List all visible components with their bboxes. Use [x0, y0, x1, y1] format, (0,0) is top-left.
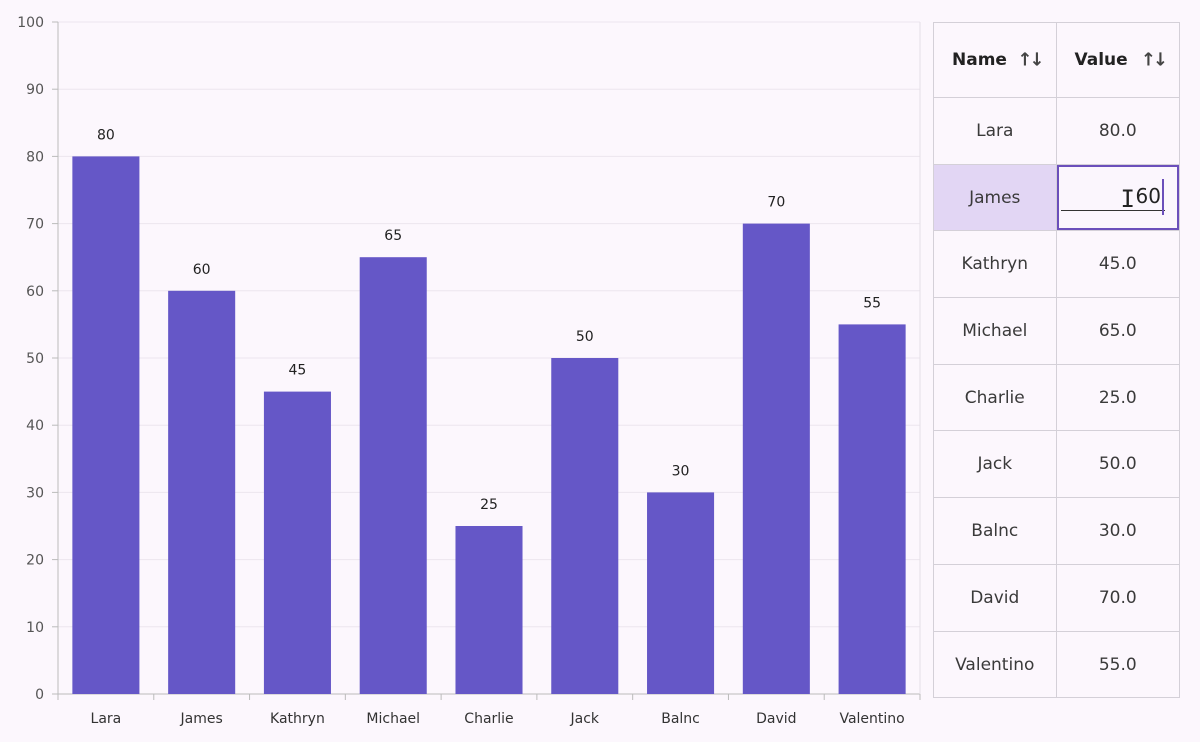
value-cell[interactable]: 70.0 [1098, 587, 1137, 608]
data-label: 65 [384, 228, 402, 244]
name-cell[interactable]: James [934, 164, 1057, 231]
y-tick-label: 40 [26, 418, 44, 434]
name-cell[interactable]: Valentino [934, 631, 1057, 699]
bar [359, 257, 427, 694]
value-cell[interactable]: 25.0 [1098, 387, 1137, 408]
value-cell[interactable]: 30.0 [1098, 520, 1137, 541]
x-category-label: Charlie [464, 711, 513, 727]
sort-arrows-icon[interactable]: ↑↓ [1017, 49, 1044, 71]
x-category-label: Valentino [839, 711, 904, 727]
x-category-label: Michael [366, 711, 420, 727]
value-cell[interactable]: 45.0 [1098, 254, 1137, 275]
y-tick-label: 80 [26, 149, 44, 165]
value-cell[interactable]: 80.0 [1098, 120, 1137, 141]
data-label: 80 [97, 127, 115, 143]
name-header-label: Name [952, 50, 1007, 70]
data-label: 45 [289, 363, 307, 379]
bar [455, 526, 523, 694]
value-cell[interactable]: 55.0 [1098, 654, 1137, 675]
bar-chart: 0 10 20 30 40 50 60 70 80 90 100 80 Lara 60 James 45 Kat… [17, 15, 921, 727]
bar [551, 358, 619, 694]
x-category-label: James [180, 711, 223, 727]
bar [742, 223, 810, 694]
data-label: 30 [672, 463, 690, 479]
y-tick-label: 90 [26, 82, 44, 98]
y-tick-label: 60 [26, 284, 44, 300]
value-header-label: Value [1074, 50, 1128, 70]
value-cell[interactable]: 65.0 [1098, 320, 1137, 341]
data-label: 55 [863, 295, 881, 311]
value-column-header[interactable]: Value ↑↓ [1057, 23, 1180, 97]
grid-header-row: Name ↑↓ Value ↑↓ [934, 23, 1179, 98]
table-row[interactable]: Balnc 30.0 [934, 498, 1179, 565]
name-cell[interactable]: Michael [934, 298, 1057, 364]
data-label: 50 [576, 329, 594, 345]
text-caret [1162, 178, 1164, 215]
data-label: 70 [767, 195, 785, 211]
y-tick-label: 50 [26, 351, 44, 367]
y-tick-label: 0 [35, 687, 44, 703]
name-cell[interactable]: Charlie [934, 364, 1057, 431]
data-label: 60 [193, 262, 211, 278]
data-grid: Name ↑↓ Value ↑↓ Lara 80.0 James I Kathr… [933, 22, 1180, 699]
bar [168, 290, 236, 694]
x-category-label: Jack [570, 711, 600, 727]
table-row[interactable]: Valentino 55.0 [934, 631, 1179, 699]
x-category-label: Lara [91, 711, 122, 727]
y-tick-label: 100 [17, 15, 44, 31]
value-cell[interactable]: 50.0 [1098, 454, 1137, 475]
table-row-selected[interactable]: James I [934, 164, 1179, 232]
value-edit-input[interactable] [1061, 184, 1165, 212]
name-cell[interactable]: Jack [934, 431, 1057, 498]
table-row[interactable]: Jack 50.0 [934, 431, 1179, 499]
y-tick-label: 10 [26, 620, 44, 636]
table-row[interactable]: Michael 65.0 [934, 298, 1179, 365]
value-edit-cell[interactable]: I [1056, 164, 1179, 231]
y-tick-label: 70 [26, 217, 44, 233]
name-cell[interactable]: David [934, 564, 1057, 631]
y-tick-label: 30 [26, 485, 44, 501]
name-column-header[interactable]: Name ↑↓ [934, 23, 1057, 97]
y-tick-label: 20 [26, 553, 44, 569]
data-label: 25 [480, 497, 498, 513]
name-cell[interactable]: Balnc [934, 498, 1057, 564]
bar [647, 492, 715, 694]
bar [263, 391, 331, 694]
bar [838, 324, 906, 694]
x-category-label: Kathryn [270, 711, 325, 727]
chart-svg: 0 10 20 30 40 50 60 70 80 90 100 80 Lara 60 James 45 Kat… [17, 15, 921, 727]
name-cell[interactable]: Lara [934, 98, 1057, 164]
x-category-label: David [756, 711, 796, 727]
text-cursor-icon: I [1120, 184, 1135, 213]
x-category-label: Balnc [661, 711, 700, 727]
sort-arrows-icon[interactable]: ↑↓ [1140, 49, 1168, 71]
table-row[interactable]: Lara 80.0 [934, 98, 1179, 165]
table-row[interactable]: Kathryn 45.0 [934, 231, 1179, 299]
table-row[interactable]: David 70.0 [934, 564, 1179, 632]
bar [72, 156, 140, 694]
table-row[interactable]: Charlie 25.0 [934, 364, 1179, 432]
name-cell[interactable]: Kathryn [934, 231, 1057, 298]
